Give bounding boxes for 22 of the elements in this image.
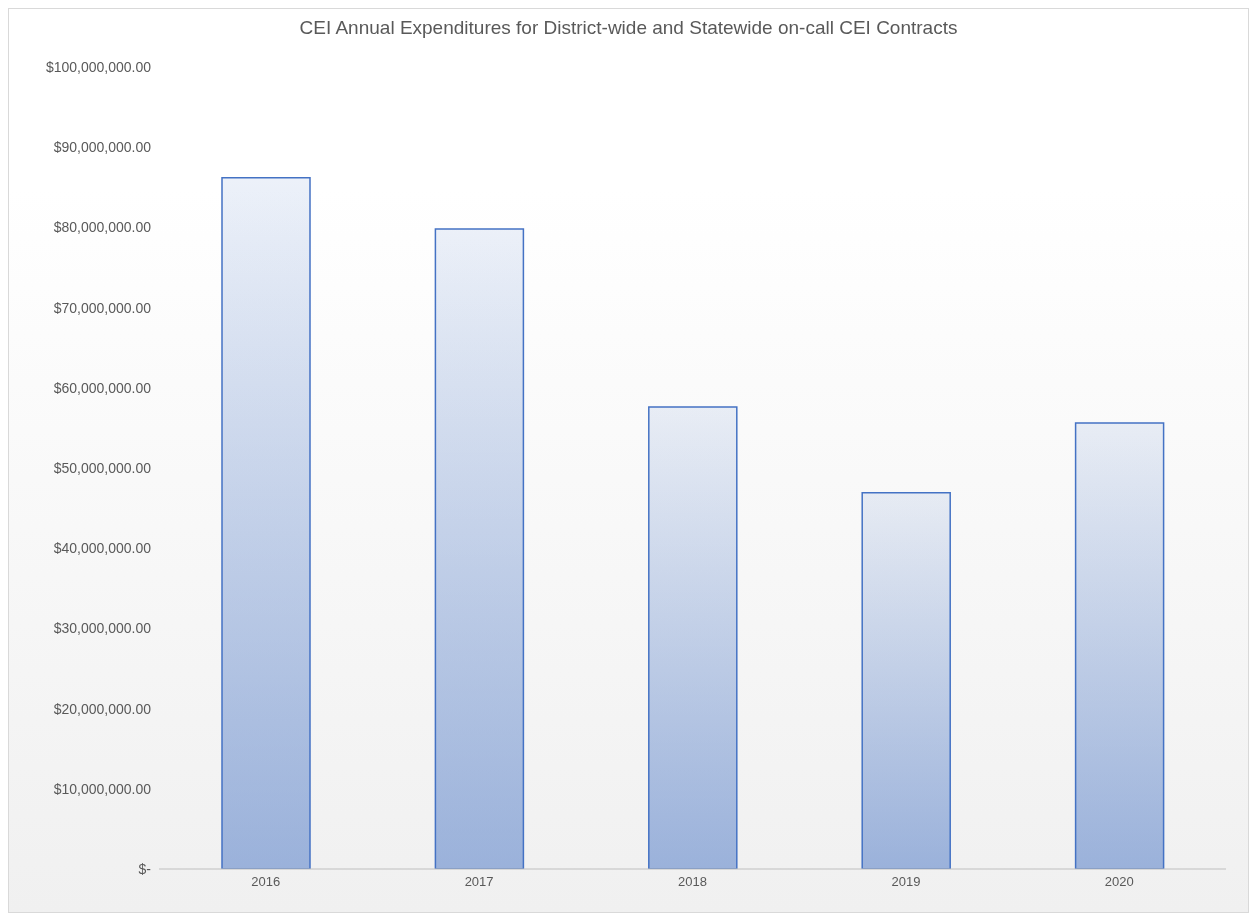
chart-title: CEI Annual Expenditures for District-wide and Statewide on-call CEI Contracts: [298, 17, 959, 39]
y-tick-label: $80,000,000.00: [53, 219, 152, 236]
bar: [861, 492, 951, 869]
y-tick-label: $20,000,000.00: [53, 700, 152, 717]
y-tick-label: $30,000,000.00: [53, 620, 152, 637]
x-tick-label: 2016: [251, 874, 281, 890]
bar: [1074, 422, 1165, 869]
bar: [648, 406, 738, 869]
bar: [434, 228, 525, 869]
y-tick-label: $60,000,000.00: [53, 379, 152, 396]
x-tick-label: 2020: [1104, 874, 1134, 890]
x-tick-label: 2018: [678, 874, 707, 890]
bar: [221, 176, 311, 869]
y-tick-label: $100,000,000.00: [45, 58, 152, 75]
y-tick-label: $90,000,000.00: [53, 139, 152, 156]
x-tick-label: 2019: [891, 874, 921, 890]
y-tick-label: $-: [138, 860, 152, 877]
x-tick-label: 2017: [464, 874, 494, 890]
y-tick-label: $70,000,000.00: [53, 299, 152, 316]
y-tick-label: $10,000,000.00: [53, 780, 152, 797]
y-tick-label: $40,000,000.00: [53, 540, 152, 557]
y-tick-label: $50,000,000.00: [53, 459, 152, 476]
